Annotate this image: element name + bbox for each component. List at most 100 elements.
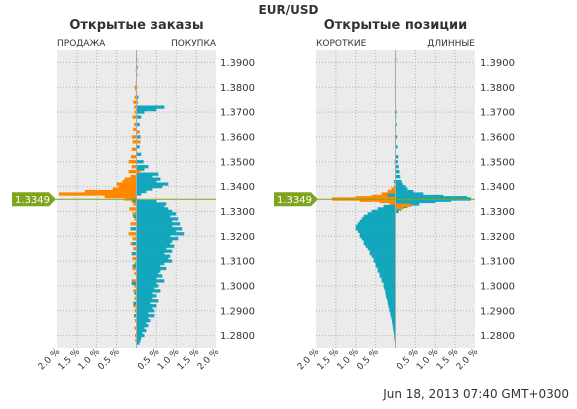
bar xyxy=(134,291,137,296)
price-tick-label: 1.2900 xyxy=(220,306,255,317)
bar xyxy=(129,207,137,211)
bar xyxy=(394,336,396,340)
bar xyxy=(131,135,137,139)
bar xyxy=(389,202,396,206)
bar xyxy=(393,326,396,330)
bar xyxy=(367,247,396,251)
bar xyxy=(136,244,175,248)
price-tick-label: 1.3600 xyxy=(480,132,515,143)
price-tick-label: 1.2900 xyxy=(480,306,515,317)
bar xyxy=(136,256,169,261)
bar xyxy=(385,294,396,298)
bar xyxy=(373,259,396,263)
bar xyxy=(365,244,396,248)
bar xyxy=(385,291,396,296)
bar xyxy=(395,187,408,191)
bar xyxy=(136,232,185,236)
bar xyxy=(136,107,157,112)
bar xyxy=(136,328,147,333)
price-tick-label: 1.3900 xyxy=(480,58,515,69)
bar xyxy=(134,333,137,338)
bar xyxy=(395,192,424,196)
bar xyxy=(395,184,406,189)
current-price-label: 1.3349 xyxy=(15,195,50,206)
bar xyxy=(379,271,396,276)
bar xyxy=(104,194,137,199)
bar xyxy=(136,309,155,313)
bar xyxy=(395,135,398,139)
bar xyxy=(391,187,396,191)
bar xyxy=(393,179,396,184)
bar xyxy=(136,336,142,340)
bar xyxy=(128,170,137,174)
bar xyxy=(136,279,165,283)
bar xyxy=(377,269,396,273)
bar xyxy=(136,294,157,298)
bar xyxy=(136,269,161,273)
bar xyxy=(130,175,137,179)
bar xyxy=(384,286,396,291)
bar xyxy=(395,175,401,179)
bar xyxy=(369,249,396,253)
x-tick-label: 0.5 % xyxy=(355,347,381,373)
bar xyxy=(132,264,137,268)
bar xyxy=(375,261,396,266)
bar xyxy=(132,212,137,216)
price-tick-label: 1.3500 xyxy=(480,157,515,168)
bar xyxy=(133,304,137,308)
bar xyxy=(381,276,396,281)
bar xyxy=(136,239,173,243)
bar xyxy=(136,251,165,256)
bar xyxy=(394,333,396,338)
bar xyxy=(383,284,396,288)
panel-title: Открытые заказы xyxy=(69,18,203,33)
bar xyxy=(136,271,159,276)
bar xyxy=(131,281,137,286)
bar xyxy=(124,177,137,181)
bar xyxy=(136,192,142,196)
bar xyxy=(136,207,169,211)
bar xyxy=(136,202,167,206)
bar xyxy=(359,198,396,202)
bar xyxy=(359,219,396,223)
bar xyxy=(136,324,149,328)
bar xyxy=(136,204,165,209)
bar xyxy=(136,286,155,291)
bar xyxy=(136,296,153,300)
bar xyxy=(136,301,151,305)
bar xyxy=(375,264,396,268)
bar xyxy=(134,319,137,323)
price-tick-label: 1.2800 xyxy=(220,331,255,342)
bar xyxy=(136,140,141,144)
bar xyxy=(393,331,396,335)
bar xyxy=(136,219,173,223)
bar xyxy=(130,155,137,159)
bar xyxy=(136,274,163,278)
bar xyxy=(387,299,396,303)
bar xyxy=(383,204,396,209)
bar xyxy=(136,145,140,149)
bar xyxy=(136,160,144,164)
bar xyxy=(132,266,137,271)
bar xyxy=(136,177,161,181)
bar xyxy=(136,284,159,288)
bar xyxy=(355,224,396,228)
bar xyxy=(136,175,153,179)
price-tick-label: 1.3400 xyxy=(220,182,255,193)
price-tick-label: 1.3900 xyxy=(220,58,255,69)
bar xyxy=(128,232,137,236)
price-tick-label: 1.3000 xyxy=(220,281,255,292)
right-side-label: ДЛИННЫЕ xyxy=(427,39,475,49)
bar xyxy=(383,281,396,286)
bar xyxy=(136,234,171,238)
bar xyxy=(381,279,396,283)
price-tick-label: 1.3100 xyxy=(220,257,255,268)
bar xyxy=(136,316,149,320)
bar xyxy=(128,160,137,164)
current-price-tag xyxy=(274,192,318,207)
bar xyxy=(134,110,137,114)
price-tick-label: 1.3100 xyxy=(480,257,515,268)
bar xyxy=(391,319,396,323)
bar xyxy=(132,256,137,261)
